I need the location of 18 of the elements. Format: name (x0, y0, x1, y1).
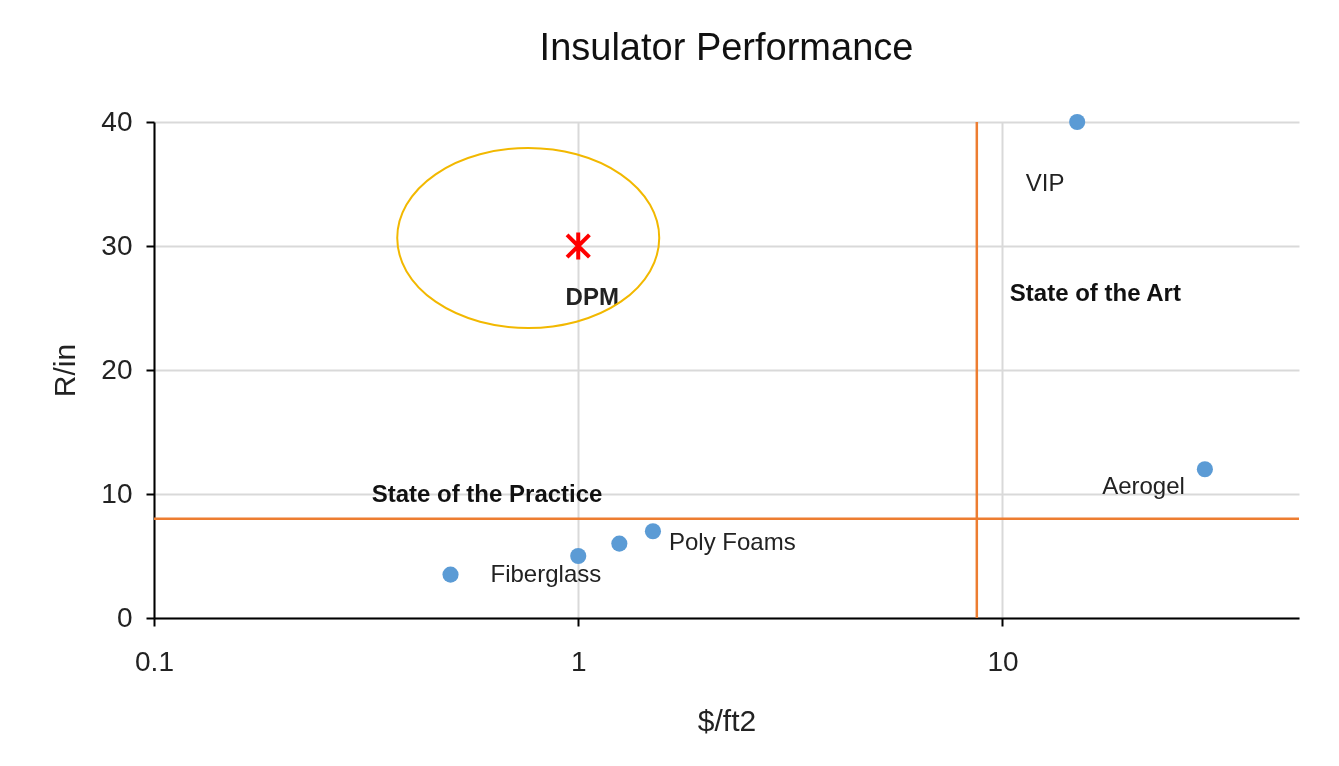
x-tick-label: 1 (570, 645, 587, 677)
y-tick-label: 40 (101, 105, 133, 137)
annotation: Poly Foams (668, 528, 796, 556)
y-tick-label: 20 (101, 353, 133, 385)
annotation: VIP (1025, 169, 1065, 196)
y-axis-title: R/in (48, 343, 82, 398)
x-axis-title: $/ft2 (697, 703, 757, 737)
y-tick-label: 0 (116, 601, 133, 633)
ref-line-label: State of the Practice (371, 479, 603, 507)
x-tick-label: 10 (987, 645, 1019, 677)
annotation: Aerogel (1102, 472, 1185, 500)
legend-label: DPM (565, 283, 619, 310)
chart-title: Insulator Performance (539, 26, 914, 68)
ref-line-label: State of the Art (1009, 279, 1181, 306)
annotation: Fiberglass (490, 559, 602, 587)
y-tick-label: 30 (101, 229, 133, 261)
x-tick-label: 0.1 (135, 645, 174, 677)
y-tick-label: 10 (101, 477, 133, 509)
